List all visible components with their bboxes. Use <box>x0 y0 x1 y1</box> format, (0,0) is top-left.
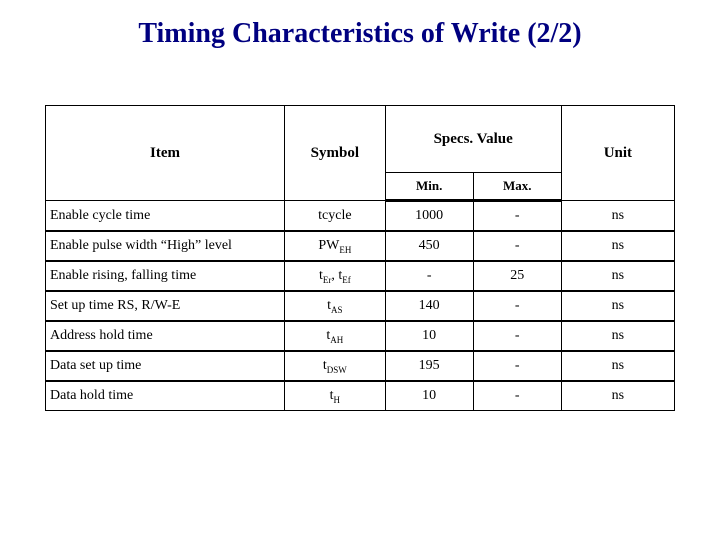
cell-max: 25 <box>473 261 561 291</box>
col-header-specs: Specs. Value <box>385 106 561 173</box>
cell-max: - <box>473 351 561 381</box>
cell-item: Data hold time <box>46 381 285 411</box>
cell-item: Enable pulse width “High” level <box>46 231 285 261</box>
cell-max: - <box>473 381 561 411</box>
cell-item: Data set up time <box>46 351 285 381</box>
cell-unit: ns <box>561 291 674 321</box>
cell-symbol: tH <box>285 381 386 411</box>
cell-symbol: tAS <box>285 291 386 321</box>
table-row: Set up time RS, R/W-EtAS140-ns <box>46 291 675 321</box>
col-header-symbol: Symbol <box>285 106 386 201</box>
table-row: Data hold timetH10-ns <box>46 381 675 411</box>
cell-max: - <box>473 291 561 321</box>
table-row: Enable pulse width “High” levelPWEH450-n… <box>46 231 675 261</box>
cell-max: - <box>473 231 561 261</box>
cell-symbol: tcycle <box>285 201 386 232</box>
cell-unit: ns <box>561 201 674 232</box>
table-row: Data set up timetDSW195-ns <box>46 351 675 381</box>
cell-unit: ns <box>561 321 674 351</box>
col-header-item: Item <box>46 106 285 201</box>
col-header-max: Max. <box>473 173 561 201</box>
cell-min: 10 <box>385 381 473 411</box>
col-header-min: Min. <box>385 173 473 201</box>
table-row: Enable rising, falling timetEr, tEf-25ns <box>46 261 675 291</box>
cell-unit: ns <box>561 381 674 411</box>
cell-max: - <box>473 321 561 351</box>
table-row: Address hold timetAH10-ns <box>46 321 675 351</box>
timing-table-wrap: Item Symbol Specs. Value Unit Min. Max. … <box>45 105 675 411</box>
cell-min: 450 <box>385 231 473 261</box>
cell-min: 10 <box>385 321 473 351</box>
cell-symbol: tDSW <box>285 351 386 381</box>
cell-item: Set up time RS, R/W-E <box>46 291 285 321</box>
table-row: Enable cycle timetcycle1000-ns <box>46 201 675 232</box>
page-title: Timing Characteristics of Write (2/2) <box>0 18 720 50</box>
cell-unit: ns <box>561 351 674 381</box>
timing-table: Item Symbol Specs. Value Unit Min. Max. … <box>45 105 675 411</box>
cell-item: Enable cycle time <box>46 201 285 232</box>
cell-symbol: tEr, tEf <box>285 261 386 291</box>
cell-min: - <box>385 261 473 291</box>
cell-min: 1000 <box>385 201 473 232</box>
cell-symbol: tAH <box>285 321 386 351</box>
table-body: Enable cycle timetcycle1000-nsEnable pul… <box>46 201 675 411</box>
cell-item: Enable rising, falling time <box>46 261 285 291</box>
cell-max: - <box>473 201 561 232</box>
cell-unit: ns <box>561 261 674 291</box>
cell-min: 195 <box>385 351 473 381</box>
cell-symbol: PWEH <box>285 231 386 261</box>
col-header-unit: Unit <box>561 106 674 201</box>
cell-item: Address hold time <box>46 321 285 351</box>
cell-min: 140 <box>385 291 473 321</box>
cell-unit: ns <box>561 231 674 261</box>
